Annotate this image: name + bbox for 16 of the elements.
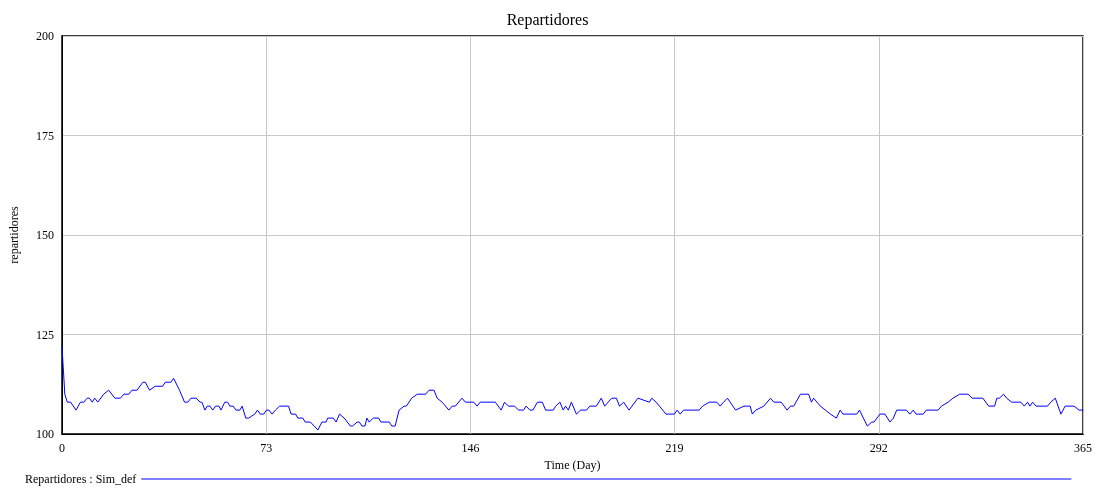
line-series bbox=[61, 345, 1084, 431]
y-tick-label: 150 bbox=[36, 228, 54, 242]
x-tick-label: 292 bbox=[869, 441, 888, 455]
x-tick-label: 0 bbox=[59, 441, 65, 455]
x-tick-label: 73 bbox=[260, 441, 273, 455]
y-tick-label: 175 bbox=[36, 128, 54, 143]
x-axis-title: Time (Day) bbox=[544, 457, 601, 472]
y-tick-label: 100 bbox=[36, 427, 54, 441]
y-tick-label: 200 bbox=[36, 29, 54, 43]
x-tick-label: 365 bbox=[1074, 441, 1092, 455]
chart-title: Repartidores bbox=[506, 10, 589, 29]
y-axis-title: repartidores bbox=[7, 206, 21, 264]
y-tick-label: 125 bbox=[36, 327, 54, 342]
x-tick-label: 146 bbox=[461, 441, 480, 455]
text: Repartidores : Sim_def bbox=[25, 472, 137, 486]
x-tick-label: 219 bbox=[665, 441, 684, 455]
